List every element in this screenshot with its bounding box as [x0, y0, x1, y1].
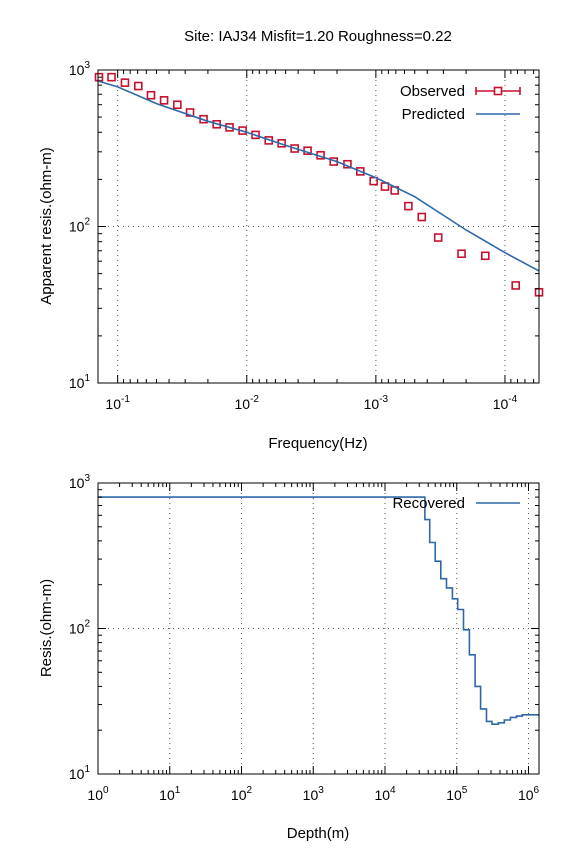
x-axis-label: Depth(m)	[287, 825, 350, 842]
x-tick-label: 104	[374, 785, 396, 803]
apparent-resistivity-plot: 10-1 10-2 10-3 10-4 101 102 103 Observed Predi…	[38, 60, 543, 452]
legend-marker-observed	[495, 88, 502, 95]
legend-label-predicted: Predicted	[402, 106, 465, 123]
x-tick-label: 101	[159, 785, 181, 803]
chart-title: Site: IAJ34 Misfit=1.20 Roughness=0.22	[184, 28, 452, 45]
x-tick-label: 103	[303, 785, 325, 803]
observed-point	[405, 203, 412, 210]
x-tick-label: 10-4	[493, 394, 518, 412]
observed-point	[482, 252, 489, 259]
y-axis-label: Resis.(ohm-m)	[38, 579, 55, 677]
observed-point	[135, 83, 142, 90]
observed-point	[435, 234, 442, 241]
y-tick-label: 102	[69, 619, 91, 637]
y-tick-label: 103	[69, 60, 91, 78]
x-tick-label: 102	[231, 785, 253, 803]
y-tick-label: 101	[69, 764, 91, 782]
recovered-step-line	[98, 497, 539, 724]
x-tick-label: 100	[87, 785, 109, 803]
x-tick-label: 10-2	[235, 394, 260, 412]
x-tick-label: 10-1	[105, 394, 130, 412]
y-tick-label: 103	[69, 473, 91, 491]
observed-point	[121, 79, 128, 86]
x-tick-label: 10-3	[364, 394, 389, 412]
observed-point	[161, 97, 168, 104]
legend-label-recovered: Recovered	[392, 495, 465, 512]
legend-label-observed: Observed	[400, 83, 465, 100]
observed-point	[458, 250, 465, 257]
recovered-resistivity-plot: 100 101 102 103 104 105 106 101 102 103 Recovered…	[38, 473, 540, 842]
x-tick-label: 106	[518, 785, 540, 803]
y-axis-label: Apparent resis.(ohm-m)	[38, 147, 55, 305]
y-tick-label: 102	[69, 217, 91, 235]
x-axis-label: Frequency(Hz)	[268, 435, 367, 452]
x-tick-label: 105	[446, 785, 468, 803]
observed-point	[147, 92, 154, 99]
observed-point	[174, 101, 181, 108]
observed-point	[108, 74, 115, 81]
predicted-line	[98, 81, 539, 271]
observed-point	[512, 282, 519, 289]
observed-point	[418, 214, 425, 221]
y-tick-label: 101	[69, 373, 91, 391]
